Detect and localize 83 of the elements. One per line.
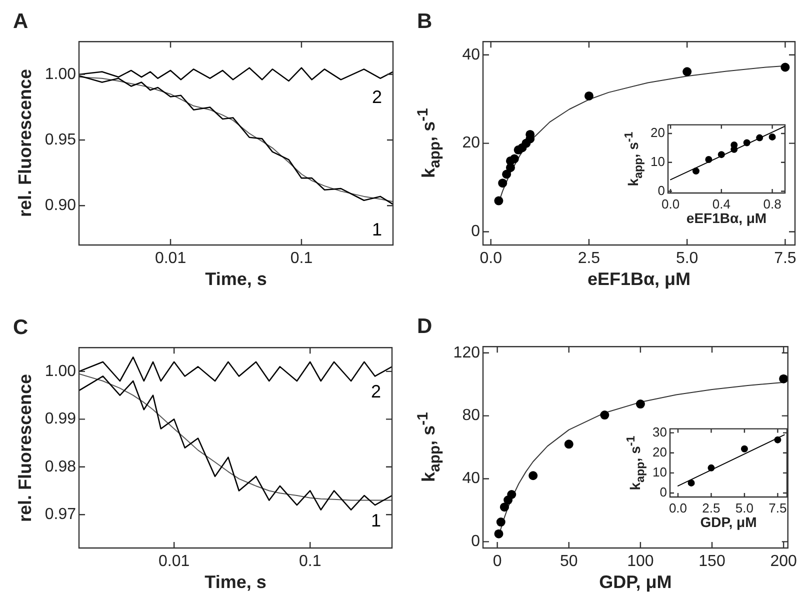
- series-label: 2: [370, 382, 382, 402]
- x-axis-title: Time, s: [205, 269, 267, 289]
- y-tick-label: 10: [652, 464, 667, 480]
- point: [564, 440, 574, 449]
- y-tick-label: 1.00: [44, 362, 76, 380]
- series-label: 2: [372, 86, 382, 107]
- point: [498, 178, 508, 188]
- x-tick-label: 0.1: [298, 553, 322, 570]
- point: [740, 445, 748, 452]
- x-axis-title: GDP, μM: [599, 572, 672, 592]
- chart-title: C: [13, 316, 28, 339]
- x-tick-label: 5.0: [676, 250, 698, 268]
- point: [496, 518, 506, 527]
- y-tick-label: 0.97: [44, 506, 76, 524]
- point: [718, 151, 725, 158]
- series-label: 1: [372, 219, 382, 240]
- x-tick-label: 0.0: [480, 250, 502, 268]
- x-axis-title: GDP, μM: [700, 514, 757, 530]
- point: [600, 410, 610, 420]
- point: [768, 133, 776, 140]
- y-tick-label: 0: [658, 182, 665, 198]
- x-tick-label: 100: [627, 553, 654, 570]
- x-tick-label: 0.01: [154, 250, 186, 268]
- point: [502, 170, 512, 179]
- x-tick-label: 0.8: [763, 196, 782, 212]
- x-tick-label: 2.5: [578, 250, 600, 268]
- point: [688, 479, 695, 486]
- point: [779, 374, 788, 384]
- point: [780, 62, 790, 72]
- x-tick-label: 0.4: [712, 196, 730, 212]
- x-tick-label: 150: [698, 553, 726, 570]
- point: [500, 502, 509, 512]
- point: [584, 91, 594, 100]
- x-tick-label: 2.5: [702, 500, 720, 516]
- x-axis-title: eEF1Bα, μM: [587, 269, 691, 289]
- y-tick-label: 0: [660, 484, 667, 500]
- y-tick-label: 20: [650, 125, 665, 140]
- point: [692, 168, 700, 175]
- y-tick-label: 1.00: [44, 66, 76, 83]
- x-axis-title: Time, s: [204, 572, 266, 592]
- y-axis-title: rel. Fluorescence: [15, 69, 35, 218]
- point: [682, 67, 692, 76]
- y-tick-label: 0.99: [44, 410, 76, 428]
- x-tick-label: 50: [560, 553, 578, 570]
- point: [756, 134, 764, 142]
- y-tick-label: 30: [652, 424, 667, 440]
- y-tick-label: 0.95: [44, 131, 76, 148]
- point: [774, 436, 782, 444]
- x-tick-label: 0.01: [158, 553, 190, 570]
- x-tick-label: 0.1: [290, 250, 313, 268]
- y-axis-title: rel. Fluorescence: [15, 374, 35, 522]
- x-axis-title: eEF1Bα, μM: [686, 210, 767, 226]
- y-tick-label: 0: [471, 533, 480, 550]
- x-tick-label: 0.0: [662, 196, 680, 212]
- y-tick-label: 80: [462, 407, 480, 424]
- point: [636, 400, 645, 409]
- y-tick-label: 20: [462, 134, 480, 152]
- x-tick-label: 7.5: [768, 500, 787, 516]
- point: [494, 196, 504, 206]
- y-tick-label: 0.90: [44, 197, 76, 214]
- y-tick-label: 0: [471, 223, 480, 240]
- point: [743, 139, 750, 146]
- chart-title: A: [13, 10, 28, 33]
- point: [494, 529, 504, 538]
- x-tick-label: 0.0: [668, 500, 688, 516]
- point: [705, 156, 712, 163]
- chart-title: B: [417, 10, 432, 33]
- y-tick-label: 10: [650, 154, 665, 169]
- point: [708, 464, 715, 472]
- x-tick-label: 200: [770, 553, 798, 570]
- y-tick-label: 120: [453, 344, 480, 362]
- y-tick-label: 0.98: [44, 458, 76, 476]
- y-tick-label: 20: [652, 444, 667, 460]
- point: [528, 471, 538, 480]
- x-tick-label: 7.5: [774, 250, 796, 268]
- x-tick-label: 5.0: [735, 500, 754, 516]
- series-label: 1: [370, 510, 382, 530]
- point: [510, 154, 519, 164]
- point: [507, 490, 516, 500]
- chart-title: D: [417, 314, 432, 338]
- x-tick-label: 0: [492, 553, 502, 570]
- y-tick-label: 40: [462, 470, 480, 488]
- y-tick-label: 40: [462, 46, 480, 64]
